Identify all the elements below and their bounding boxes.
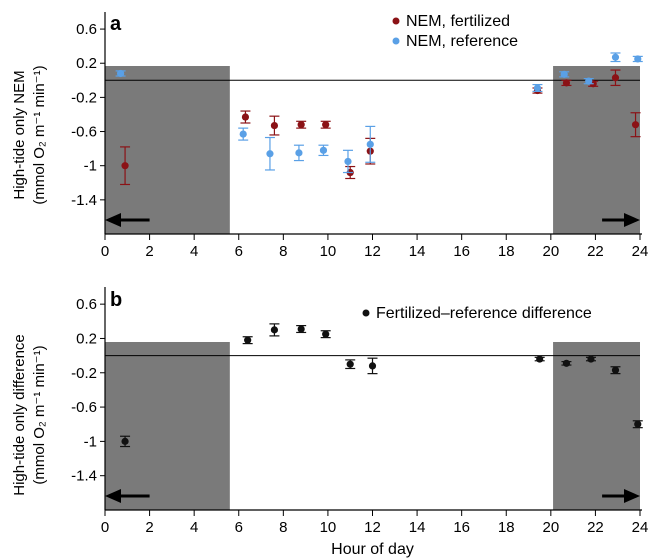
x-tick-label: 20 [542, 243, 559, 260]
x-tick-label: 20 [542, 519, 559, 536]
y-tick-label: -1.4 [71, 468, 97, 485]
x-tick-label: 0 [101, 243, 109, 260]
data-point [611, 74, 620, 82]
night-shading [105, 66, 230, 234]
x-tick-label: 8 [279, 519, 287, 536]
data-point [611, 366, 620, 374]
data-point [585, 77, 593, 85]
arrow-head [105, 213, 121, 227]
legend-marker [362, 309, 370, 317]
x-tick-label: 2 [145, 243, 153, 260]
legend-marker [392, 17, 400, 25]
y-tick-label: -0.2 [71, 365, 97, 382]
y-axis-unit-label: (mmol O₂ m⁻¹ min⁻¹) [31, 65, 48, 204]
data-point [560, 70, 568, 78]
x-tick-label: 4 [190, 519, 198, 536]
data-point [366, 140, 374, 148]
data-point [295, 149, 303, 157]
x-tick-label: 18 [498, 243, 515, 260]
x-tick-label: 10 [320, 243, 337, 260]
y-tick-label: -0.6 [71, 399, 97, 416]
arrow-head [624, 213, 640, 227]
x-tick-label: 16 [453, 519, 470, 536]
data-point [562, 359, 571, 367]
x-tick-label: 18 [498, 519, 515, 536]
x-tick-label: 22 [587, 519, 604, 536]
x-tick-label: 24 [632, 519, 649, 536]
y-tick-label: -1 [84, 158, 97, 175]
data-point [270, 326, 279, 334]
data-point [297, 121, 305, 129]
y-tick-label: 0.6 [76, 21, 97, 38]
x-tick-label: 14 [409, 519, 426, 536]
night-shading [553, 342, 640, 510]
data-point [611, 53, 620, 61]
data-point [117, 69, 125, 78]
data-point [121, 437, 129, 445]
legend-entry: Fertilized–reference difference [376, 305, 592, 322]
x-tick-label: 2 [145, 519, 153, 536]
data-point [344, 157, 352, 166]
x-tick-label: 6 [235, 243, 243, 260]
y-axis-label: High-tide only NEM [11, 70, 28, 199]
data-point [631, 121, 640, 129]
data-point [322, 330, 330, 338]
x-tick-label: 16 [453, 243, 470, 260]
y-tick-label: 0.2 [76, 330, 97, 347]
data-point [322, 121, 330, 129]
data-point [562, 79, 571, 87]
y-tick-label: 0.6 [76, 296, 97, 313]
y-axis-unit-label: (mmol O₂ m⁻¹ min⁻¹) [31, 345, 48, 484]
x-tick-label: 0 [101, 519, 109, 536]
data-point [239, 130, 247, 138]
x-tick-label: 4 [190, 243, 198, 260]
data-point [244, 336, 252, 344]
x-tick-label: 24 [632, 243, 649, 260]
data-point [587, 355, 595, 363]
x-tick-label: 22 [587, 243, 604, 260]
x-tick-label: 14 [409, 243, 426, 260]
data-point [270, 121, 279, 130]
y-axis-label: High-tide only difference [11, 334, 28, 495]
data-point [368, 362, 377, 370]
data-point [634, 55, 642, 63]
x-tick-label: 6 [235, 519, 243, 536]
x-tick-label: 10 [320, 519, 337, 536]
legend-marker [392, 37, 400, 45]
data-point [241, 113, 250, 121]
y-tick-label: -0.6 [71, 124, 97, 141]
legend-entry: NEM, reference [406, 33, 518, 50]
arrow-head [624, 489, 640, 503]
panel-a: 0 2 4 6 8 10 12 14 16 18 20 22 240.60.2-0.2-0.6-1-1.… [11, 12, 648, 260]
data-point [346, 360, 354, 368]
data-point [536, 355, 544, 363]
night-shading [553, 66, 640, 234]
data-point [121, 162, 129, 170]
x-axis-label: Hour of day [331, 541, 414, 558]
y-tick-label: 0.2 [76, 55, 97, 72]
panel-b: 0 2 4 6 8 10 12 14 16 18 20 22 240.60.2-0.2-0.6-1-1.… [11, 287, 648, 558]
arrow-head [105, 489, 121, 503]
data-point [266, 150, 274, 158]
x-tick-label: 12 [364, 519, 381, 536]
data-point [319, 146, 328, 154]
panel-label: b [110, 289, 122, 311]
night-shading [105, 342, 230, 510]
data-point [533, 84, 542, 92]
panel-label: a [110, 13, 122, 35]
data-point [297, 325, 305, 333]
y-tick-label: -1.4 [71, 192, 97, 209]
y-tick-label: -1 [84, 433, 97, 450]
data-point [634, 420, 642, 428]
x-tick-label: 12 [364, 243, 381, 260]
legend-entry: NEM, fertilized [406, 13, 510, 30]
y-tick-label: -0.2 [71, 89, 97, 106]
x-tick-label: 8 [279, 243, 287, 260]
